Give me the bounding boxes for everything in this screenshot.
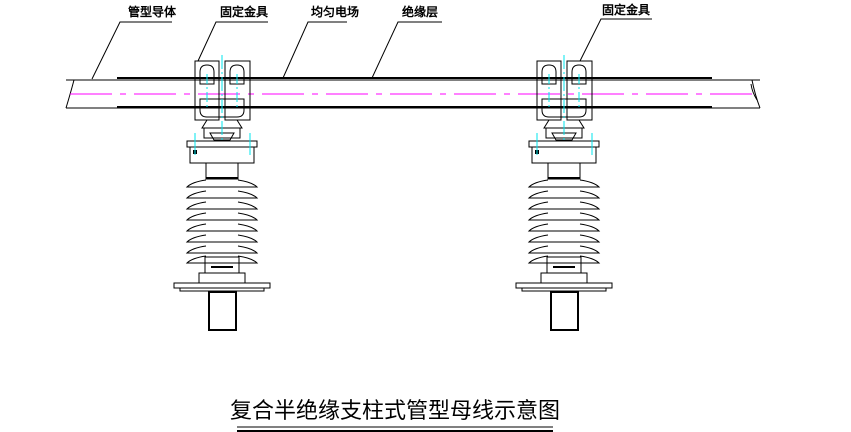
label-conductor: 管型导体 [91, 4, 177, 80]
label-uniform-field: 均匀电场 [282, 4, 359, 79]
svg-text:均匀电场: 均匀电场 [311, 4, 359, 19]
support-insulator-left [174, 55, 270, 330]
diagram-title: 复合半绝缘支柱式管型母线示意图 [230, 399, 560, 432]
svg-text:绝缘层: 绝缘层 [402, 4, 438, 19]
svg-text:固定金具: 固定金具 [602, 2, 650, 17]
svg-text:固定金具: 固定金具 [220, 4, 268, 19]
label-clamp-right: 固定金具 [579, 2, 652, 62]
tube-conductor [65, 77, 761, 109]
label-insulation-layer: 绝缘层 [371, 4, 442, 79]
support-insulator-right [516, 55, 612, 330]
svg-text:复合半绝缘支柱式管型母线示意图: 复合半绝缘支柱式管型母线示意图 [230, 399, 560, 424]
svg-text:管型导体: 管型导体 [128, 4, 177, 19]
label-clamp-left: 固定金具 [197, 4, 268, 62]
